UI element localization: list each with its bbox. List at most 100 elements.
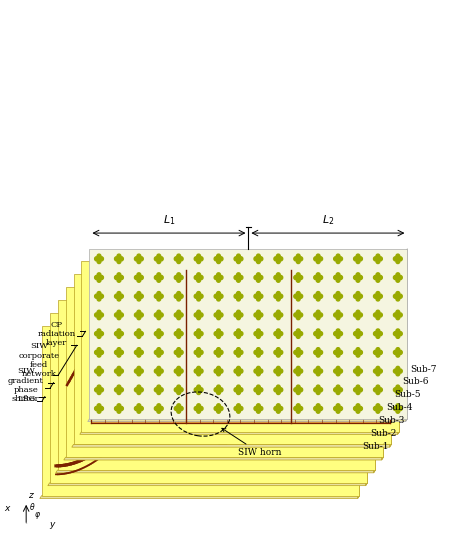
Circle shape bbox=[399, 407, 402, 410]
Circle shape bbox=[117, 404, 121, 408]
Circle shape bbox=[217, 273, 220, 277]
Circle shape bbox=[393, 350, 397, 354]
Circle shape bbox=[256, 404, 260, 408]
Circle shape bbox=[97, 348, 101, 352]
Circle shape bbox=[276, 273, 280, 277]
Circle shape bbox=[334, 350, 337, 354]
Polygon shape bbox=[358, 326, 359, 498]
Circle shape bbox=[199, 294, 203, 298]
Circle shape bbox=[239, 313, 243, 317]
Circle shape bbox=[97, 334, 101, 338]
Circle shape bbox=[279, 276, 283, 280]
Circle shape bbox=[356, 297, 360, 301]
Circle shape bbox=[217, 297, 220, 301]
Circle shape bbox=[179, 276, 183, 280]
Text: $L_2$: $L_2$ bbox=[322, 213, 334, 227]
Circle shape bbox=[119, 369, 123, 373]
Polygon shape bbox=[406, 248, 407, 422]
Circle shape bbox=[334, 369, 337, 373]
Circle shape bbox=[296, 292, 300, 296]
Circle shape bbox=[276, 409, 280, 413]
Circle shape bbox=[396, 409, 400, 413]
Circle shape bbox=[396, 348, 400, 352]
Circle shape bbox=[194, 407, 198, 410]
Circle shape bbox=[157, 353, 161, 357]
Circle shape bbox=[256, 366, 260, 370]
Circle shape bbox=[137, 329, 141, 333]
Circle shape bbox=[97, 404, 101, 408]
Circle shape bbox=[159, 332, 163, 336]
Circle shape bbox=[336, 348, 340, 352]
Circle shape bbox=[294, 332, 298, 336]
Circle shape bbox=[217, 353, 220, 357]
Circle shape bbox=[296, 310, 300, 314]
Circle shape bbox=[399, 350, 402, 354]
Circle shape bbox=[117, 353, 121, 357]
Circle shape bbox=[259, 332, 263, 336]
Circle shape bbox=[393, 388, 397, 392]
Circle shape bbox=[356, 254, 360, 258]
Circle shape bbox=[217, 366, 220, 370]
Circle shape bbox=[137, 404, 141, 408]
Circle shape bbox=[299, 332, 302, 336]
Circle shape bbox=[399, 294, 402, 298]
Circle shape bbox=[319, 407, 323, 410]
Circle shape bbox=[100, 407, 103, 410]
Circle shape bbox=[135, 294, 138, 298]
Circle shape bbox=[339, 388, 343, 392]
Circle shape bbox=[276, 348, 280, 352]
Circle shape bbox=[174, 350, 178, 354]
Circle shape bbox=[177, 329, 181, 333]
Circle shape bbox=[177, 348, 181, 352]
Circle shape bbox=[239, 350, 243, 354]
Circle shape bbox=[119, 350, 123, 354]
Circle shape bbox=[179, 407, 183, 410]
Circle shape bbox=[256, 334, 260, 338]
Circle shape bbox=[396, 329, 400, 333]
Circle shape bbox=[259, 276, 263, 280]
Circle shape bbox=[97, 372, 101, 376]
Circle shape bbox=[356, 353, 360, 357]
Text: $x$: $x$ bbox=[3, 504, 11, 513]
Polygon shape bbox=[42, 326, 359, 496]
Circle shape bbox=[119, 407, 123, 410]
Polygon shape bbox=[40, 496, 359, 498]
Circle shape bbox=[356, 329, 360, 333]
Circle shape bbox=[376, 297, 380, 301]
Circle shape bbox=[157, 409, 161, 413]
Polygon shape bbox=[112, 389, 382, 427]
Circle shape bbox=[254, 257, 258, 261]
Circle shape bbox=[294, 294, 298, 298]
Circle shape bbox=[376, 292, 380, 296]
Circle shape bbox=[276, 297, 280, 301]
Circle shape bbox=[256, 348, 260, 352]
Circle shape bbox=[274, 276, 278, 280]
Circle shape bbox=[137, 372, 141, 376]
Circle shape bbox=[294, 407, 298, 410]
Circle shape bbox=[214, 388, 218, 392]
Circle shape bbox=[316, 292, 320, 296]
Circle shape bbox=[237, 278, 240, 282]
Circle shape bbox=[237, 316, 240, 320]
Circle shape bbox=[374, 313, 377, 317]
Circle shape bbox=[379, 313, 383, 317]
Circle shape bbox=[359, 369, 363, 373]
Circle shape bbox=[356, 391, 360, 394]
Circle shape bbox=[237, 310, 240, 314]
Circle shape bbox=[359, 350, 363, 354]
Polygon shape bbox=[112, 343, 382, 382]
Circle shape bbox=[219, 276, 223, 280]
Circle shape bbox=[237, 292, 240, 296]
Circle shape bbox=[137, 292, 141, 296]
Polygon shape bbox=[390, 274, 392, 447]
Circle shape bbox=[336, 409, 340, 413]
Circle shape bbox=[237, 372, 240, 376]
Circle shape bbox=[217, 334, 220, 338]
Circle shape bbox=[155, 276, 158, 280]
Circle shape bbox=[296, 254, 300, 258]
Circle shape bbox=[374, 388, 377, 392]
Circle shape bbox=[137, 254, 141, 258]
Circle shape bbox=[217, 391, 220, 394]
Circle shape bbox=[336, 385, 340, 389]
Circle shape bbox=[379, 276, 383, 280]
